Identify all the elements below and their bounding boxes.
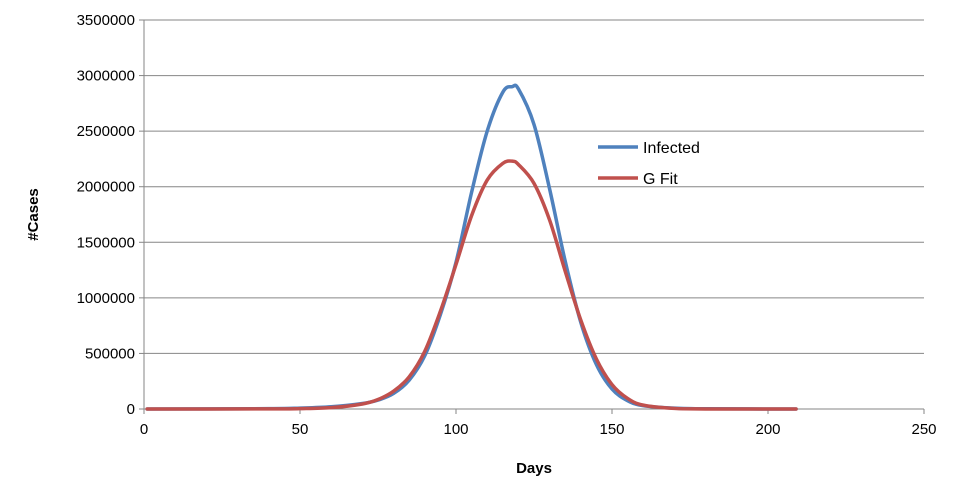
x-tick-label: 50 bbox=[292, 421, 309, 438]
x-tick-label: 0 bbox=[140, 421, 148, 438]
x-axis-title: Days bbox=[516, 460, 552, 477]
x-tick-label: 100 bbox=[443, 421, 468, 438]
x-tick-label: 250 bbox=[911, 421, 936, 438]
y-tick-label: 0 bbox=[127, 401, 135, 418]
y-tick-label: 1500000 bbox=[77, 234, 135, 251]
series-line-g-fit bbox=[145, 159, 798, 411]
y-tick-label: 3500000 bbox=[77, 12, 135, 29]
y-tick-label: 1000000 bbox=[77, 290, 135, 307]
y-tick-label: 3000000 bbox=[77, 68, 135, 85]
x-tick-label: 150 bbox=[599, 421, 624, 438]
x-tick-label: 200 bbox=[755, 421, 780, 438]
legend-label: G Fit bbox=[643, 171, 678, 188]
y-tick-label: 2500000 bbox=[77, 123, 135, 140]
series-lines bbox=[145, 83, 798, 411]
legend-label: Infected bbox=[643, 140, 700, 157]
gridlines bbox=[144, 19, 924, 354]
y-tick-label: 2000000 bbox=[77, 179, 135, 196]
x-axis-ticks: 0 50 100 150 200 250 bbox=[140, 409, 937, 438]
series-line-infected bbox=[145, 83, 798, 411]
y-axis-title: #Cases bbox=[25, 188, 42, 241]
y-tick-label: 500000 bbox=[85, 345, 135, 362]
legend: Infected G Fit bbox=[598, 140, 700, 188]
y-axis-ticks: 0 500000 1000000 1500000 2000000 2500000 30000… bbox=[77, 12, 144, 418]
axes bbox=[143, 20, 924, 410]
